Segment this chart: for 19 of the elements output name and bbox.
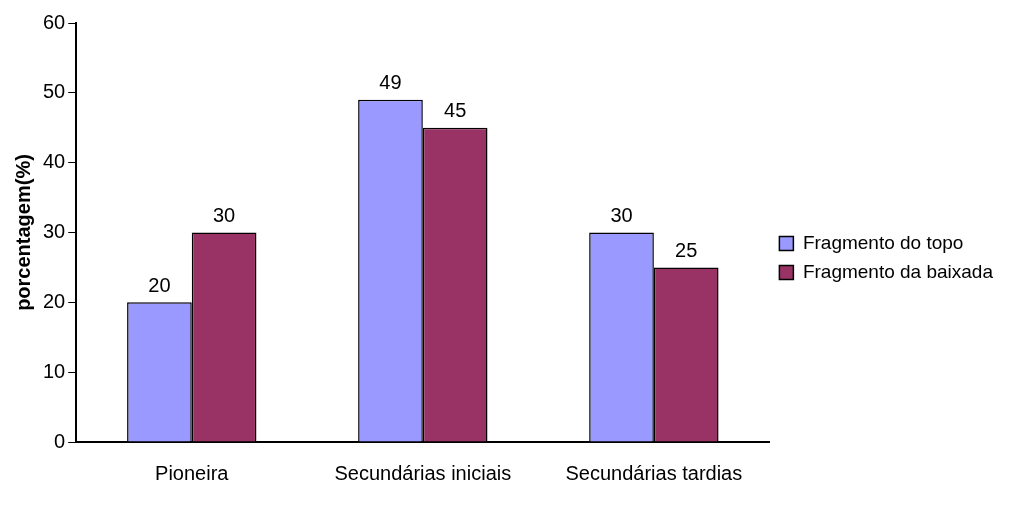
x-tick-label: Pioneira — [155, 461, 230, 484]
y-tick-label: 40 — [43, 150, 66, 173]
data-label: 45 — [444, 99, 467, 122]
data-label: 20 — [148, 273, 171, 296]
x-tick-label: Secundárias tardias — [565, 461, 743, 484]
y-tick-label: 60 — [43, 10, 66, 33]
data-label: 49 — [379, 71, 402, 94]
y-tick-label: 20 — [43, 289, 66, 312]
legend-label: Fragmento da baixada — [802, 260, 994, 282]
data-label: 30 — [212, 204, 236, 227]
y-tick-label: 50 — [43, 80, 66, 103]
x-tick-label: Secundárias iniciais — [334, 461, 512, 484]
data-label: 30 — [610, 204, 633, 227]
y-tick-label: 30 — [43, 220, 66, 243]
y-axis-title: porcentagem(%) — [11, 154, 34, 311]
legend-label: Fragmento do topo — [802, 231, 964, 253]
y-tick-label: 10 — [43, 359, 66, 382]
y-tick-label: 0 — [54, 429, 66, 452]
data-label: 25 — [675, 238, 698, 261]
